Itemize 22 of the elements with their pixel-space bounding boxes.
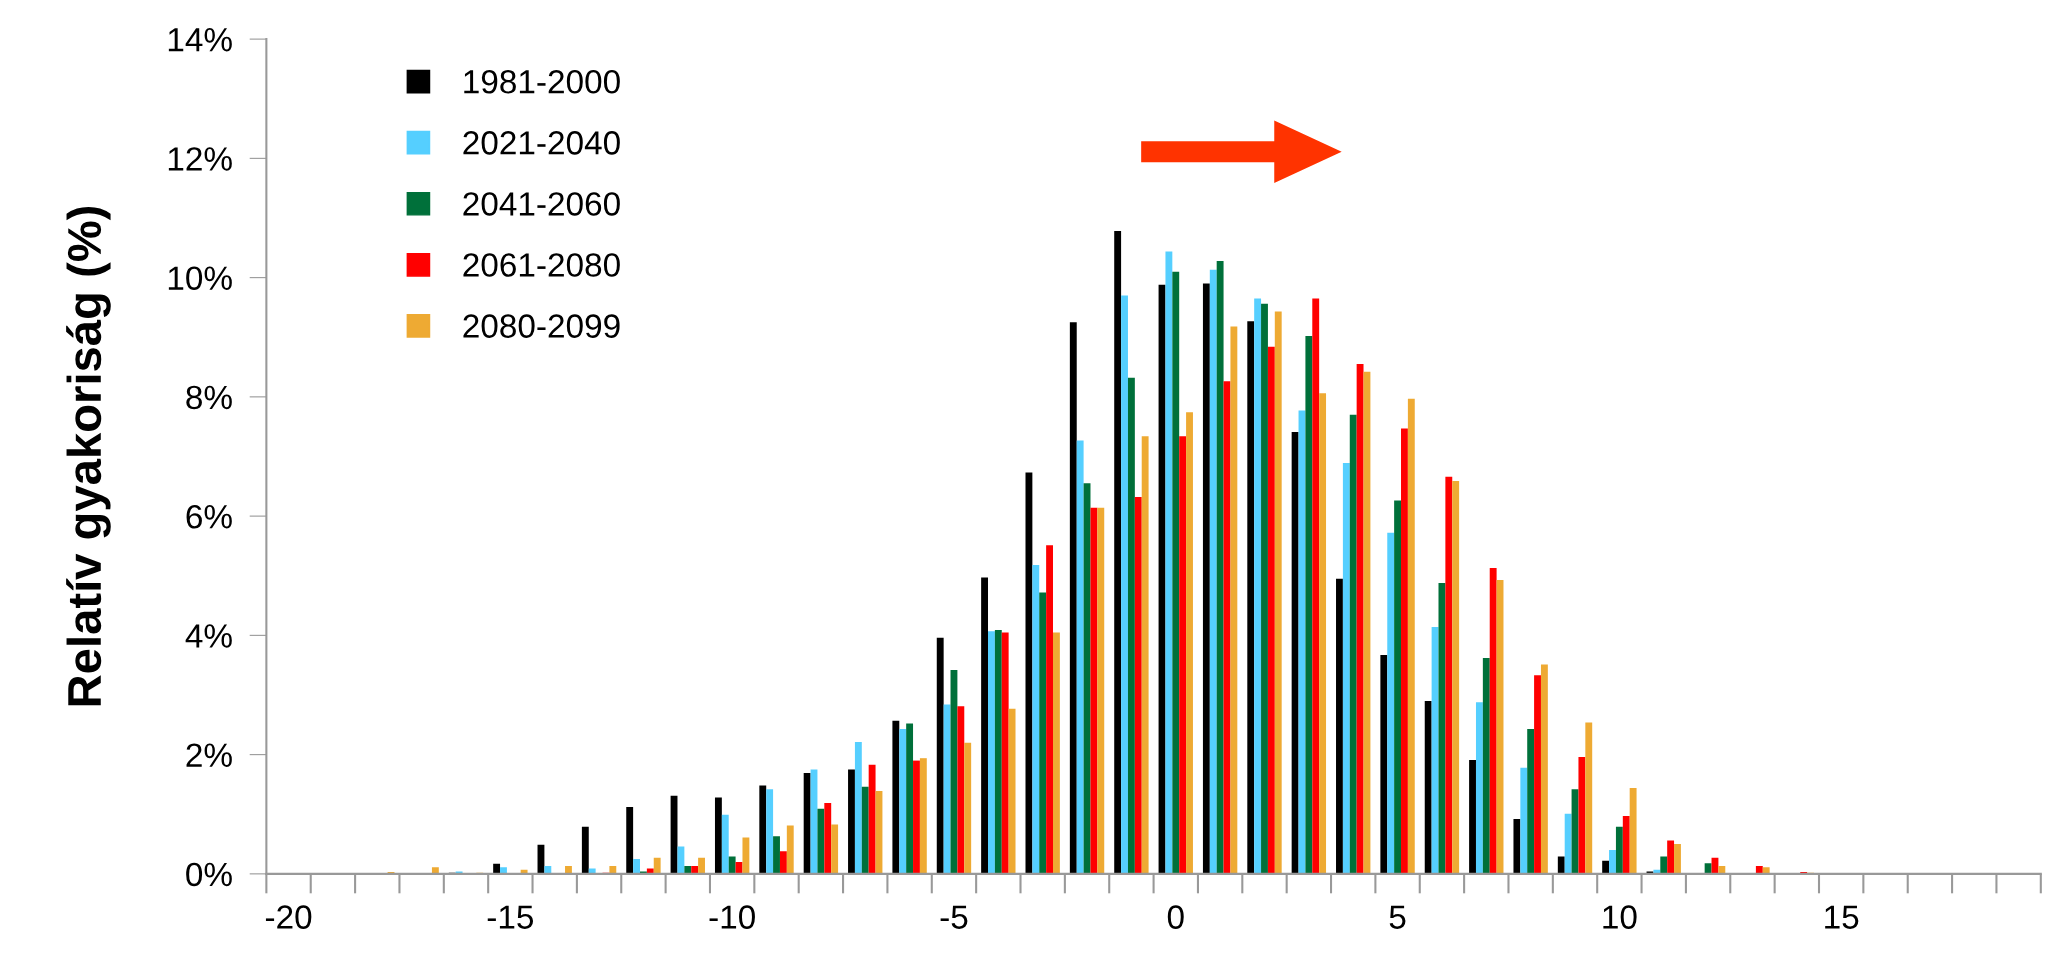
x-tick-label: 15 [1825,905,1859,929]
legend-label: 2061-2080 [463,253,620,277]
x-tick-label: 5 [1389,905,1406,929]
x-tick-label: -15 [487,905,534,929]
x-tick-label: -20 [265,905,312,929]
x-tick-label: 0 [1167,905,1184,929]
y-tick-label: 10% [168,266,232,291]
legend-label: 2041-2060 [463,192,620,216]
y-tick-label: 8% [186,385,232,410]
y-tick-label: 14% [168,28,232,52]
legend-label: 2021-2040 [463,131,620,155]
legend-label: 1981-2000 [464,69,620,94]
y-tick-label: 4% [185,624,232,648]
x-tick-label: 10 [1603,905,1637,929]
y-tick-label: 6% [186,504,232,529]
legend-label: 2080-2099 [463,314,620,338]
y-tick-label: 2% [186,743,232,767]
y-tick-label: 12% [168,147,232,171]
x-tick-label: -5 [940,905,968,929]
y-tick-label: 0% [186,862,232,887]
y-axis-title: Relatív gyakoriság (%) [66,206,111,706]
x-tick-label: -10 [709,905,755,929]
